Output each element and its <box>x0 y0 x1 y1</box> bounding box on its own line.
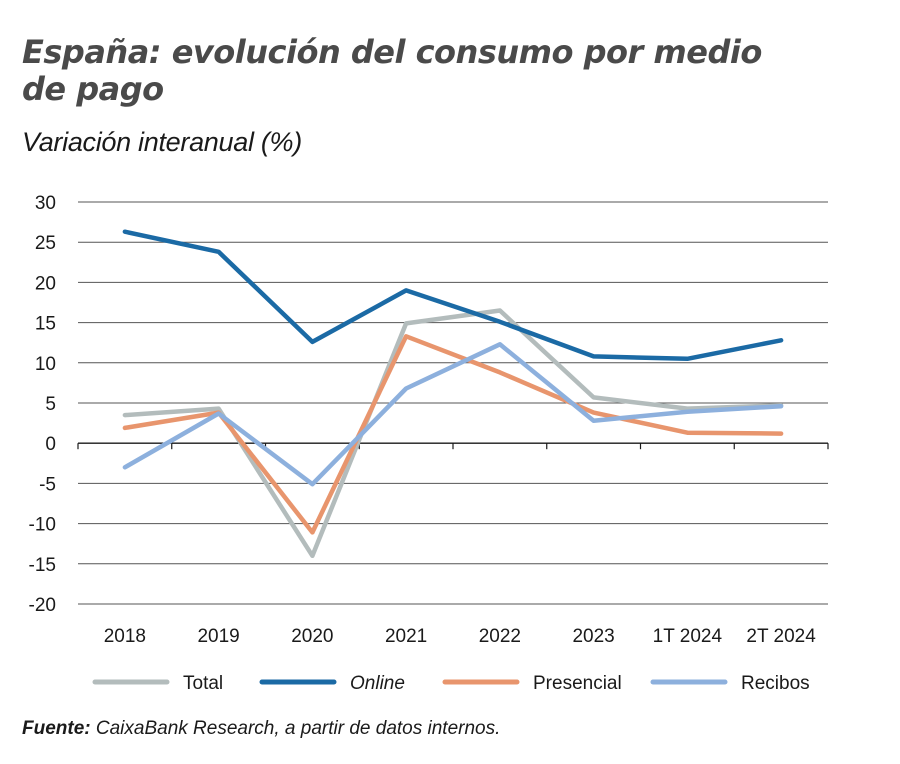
x-tick-label: 2023 <box>572 626 614 647</box>
source-label: Fuente: <box>22 718 91 739</box>
x-tick-label: 2021 <box>385 626 427 647</box>
chart-title: España: evolución del consumo por medio … <box>22 33 762 108</box>
x-tick-label: 2018 <box>104 626 146 647</box>
line-chart: 30 25 20 15 10 5 0 -5 -10 -15 -20 2018 2019 2020 2021… <box>29 193 829 694</box>
chart-subtitle: Variación interanual (%) <box>22 127 302 157</box>
y-axis-ticks: 30 25 20 15 10 5 0 -5 -10 -15 -20 <box>29 193 56 616</box>
x-tick-label: 2019 <box>197 626 239 647</box>
y-tick-label: 10 <box>35 354 56 375</box>
legend-label: Online <box>350 673 405 694</box>
x-tick-label: 2022 <box>479 626 521 647</box>
series-line-recibos <box>122 342 784 487</box>
legend: Total Online Presencial Recibos <box>92 673 810 694</box>
series-line-presencial <box>122 334 784 535</box>
grid-lines <box>77 201 829 605</box>
y-tick-label: -5 <box>39 474 56 495</box>
y-tick-label: 30 <box>35 193 56 214</box>
y-tick-label: 25 <box>35 233 56 254</box>
legend-label: Total <box>183 673 223 694</box>
y-tick-label: 15 <box>35 314 56 335</box>
x-tick-label: 2T 2024 <box>746 626 816 647</box>
series-lines <box>122 229 784 559</box>
y-tick-label: 0 <box>45 434 56 455</box>
x-tick-label: 2020 <box>291 626 333 647</box>
y-tick-label: 5 <box>45 394 56 415</box>
source-text: CaixaBank Research, a partir de datos in… <box>95 718 501 739</box>
y-tick-label: -15 <box>29 555 56 576</box>
series-line-online <box>122 229 784 362</box>
source-note: Fuente: CaixaBank Research, a partir de … <box>22 718 500 740</box>
y-tick-label: -20 <box>29 595 56 616</box>
y-tick-label: 20 <box>35 273 56 294</box>
x-tick-label: 1T 2024 <box>653 626 723 647</box>
x-axis-ticks: 2018 2019 2020 2021 2022 2023 1T 2024 2T 2024 <box>104 626 817 647</box>
y-tick-label: -10 <box>29 515 56 536</box>
legend-label: Presencial <box>533 673 622 694</box>
legend-label: Recibos <box>741 673 810 694</box>
